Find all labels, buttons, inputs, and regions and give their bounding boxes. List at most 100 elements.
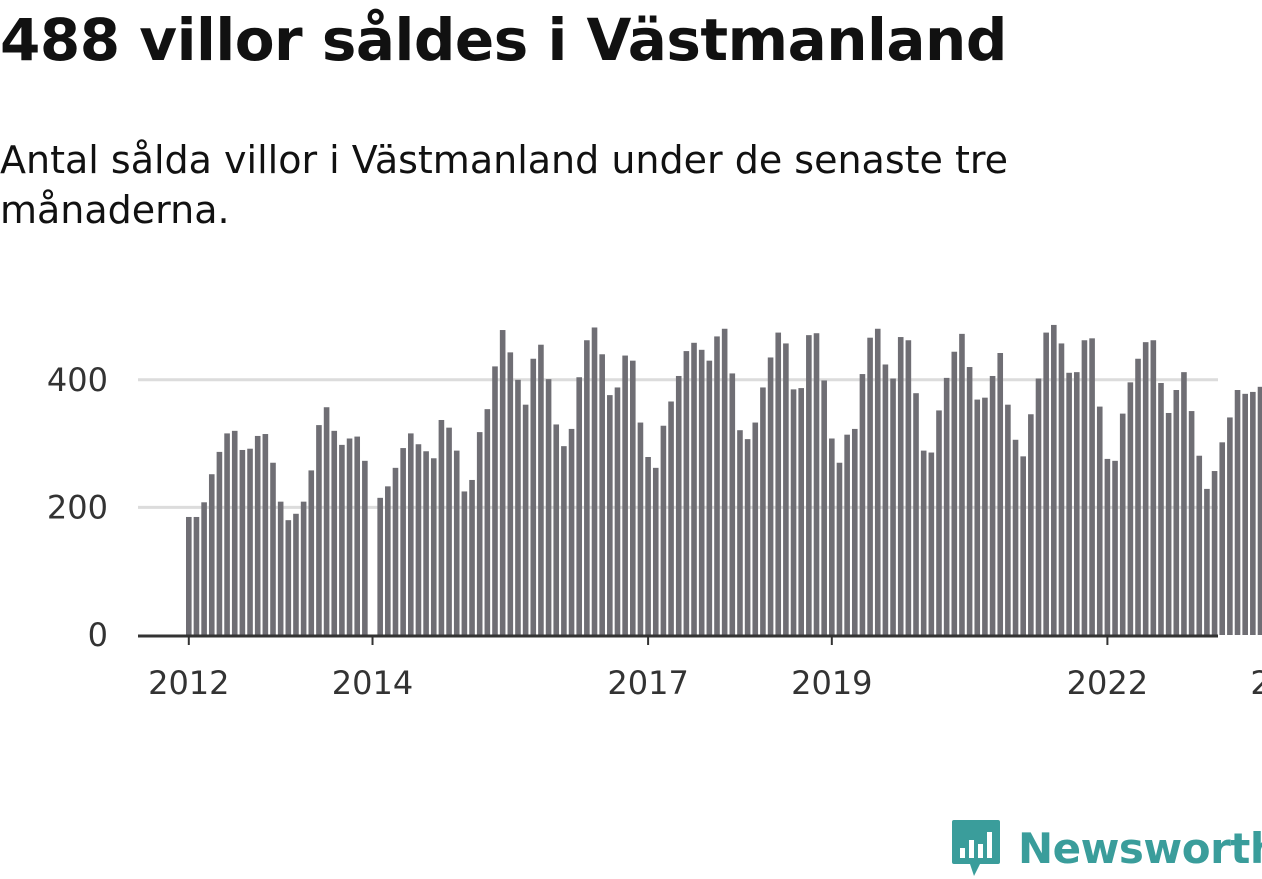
bar [1227,417,1233,635]
bar [293,513,299,635]
bar [668,401,674,635]
bar [1219,442,1226,635]
bar [392,467,399,635]
bar [629,360,636,635]
bar [438,419,445,635]
bar [1150,340,1157,635]
bar [254,435,261,635]
bar [1119,413,1126,635]
bar [982,397,988,635]
bar [683,351,690,635]
bar [515,379,521,635]
bar [285,520,292,635]
bar [1158,382,1164,635]
bar [469,479,475,635]
bar [698,349,705,635]
bar [829,438,835,635]
bar [905,340,912,635]
bar [691,342,697,635]
bar [614,387,621,635]
bar [1028,414,1034,635]
bar [1257,386,1262,635]
bar [943,377,950,635]
bar [997,353,1004,635]
bar [568,428,575,635]
bar [1127,382,1134,635]
bar [859,374,866,635]
bar [1242,393,1248,635]
bar [224,433,230,635]
bar [1104,458,1111,635]
bar [423,451,429,635]
y-tick-label: 0 [88,616,108,654]
bar [1211,471,1218,635]
bar [446,427,452,635]
bar [1142,342,1149,635]
bar [1096,406,1103,635]
x-tick-label: 2012 [148,664,229,702]
bar [400,448,406,635]
bar [714,336,720,635]
newsworthy-icon [952,820,1000,876]
bar [936,410,942,635]
bar [300,501,307,635]
bar [890,378,896,635]
bar [576,377,583,635]
bar [744,439,751,635]
bar [813,333,820,635]
bar [737,430,743,635]
bar [660,425,667,635]
x-tick-label: 2022 [1067,664,1148,702]
bar [844,434,850,635]
bar [346,438,353,635]
bar [584,340,590,635]
bar [553,424,560,635]
x-tick-label: 2014 [332,664,413,702]
bar [476,432,483,635]
bar [538,344,544,635]
bar [1112,460,1118,635]
bar [484,409,491,635]
bar [622,355,628,635]
bar [316,425,322,635]
bar [1181,372,1187,635]
bar [836,462,843,635]
bar [920,450,927,635]
brand-logo: Newsworthy [950,818,1262,878]
bar [706,360,713,635]
bar [775,332,782,635]
bar [1135,358,1141,635]
y-tick-label: 400 [47,361,108,399]
bar [453,450,460,635]
bar [928,452,935,635]
bar [1012,439,1019,635]
bar [377,497,383,635]
bar [1058,343,1065,635]
bar [1073,372,1080,635]
bar [729,373,736,635]
bar [385,486,391,635]
x-tick-label: 2024 [1250,664,1262,702]
bar [430,458,437,635]
bar [186,516,192,635]
bar [499,330,506,635]
bar [1188,411,1195,635]
bar [798,388,804,635]
bar [323,407,330,635]
bar [913,393,919,635]
bar [874,328,881,635]
bar [270,462,276,635]
bar [331,430,338,635]
bar [492,366,498,635]
bar [561,446,567,635]
bar [959,333,965,635]
bar [851,428,858,635]
bar [867,337,873,635]
bar [897,337,904,635]
bar [989,375,996,635]
bar [637,422,644,635]
bar [1043,332,1049,635]
bar [1066,372,1072,635]
bar [1234,390,1241,635]
